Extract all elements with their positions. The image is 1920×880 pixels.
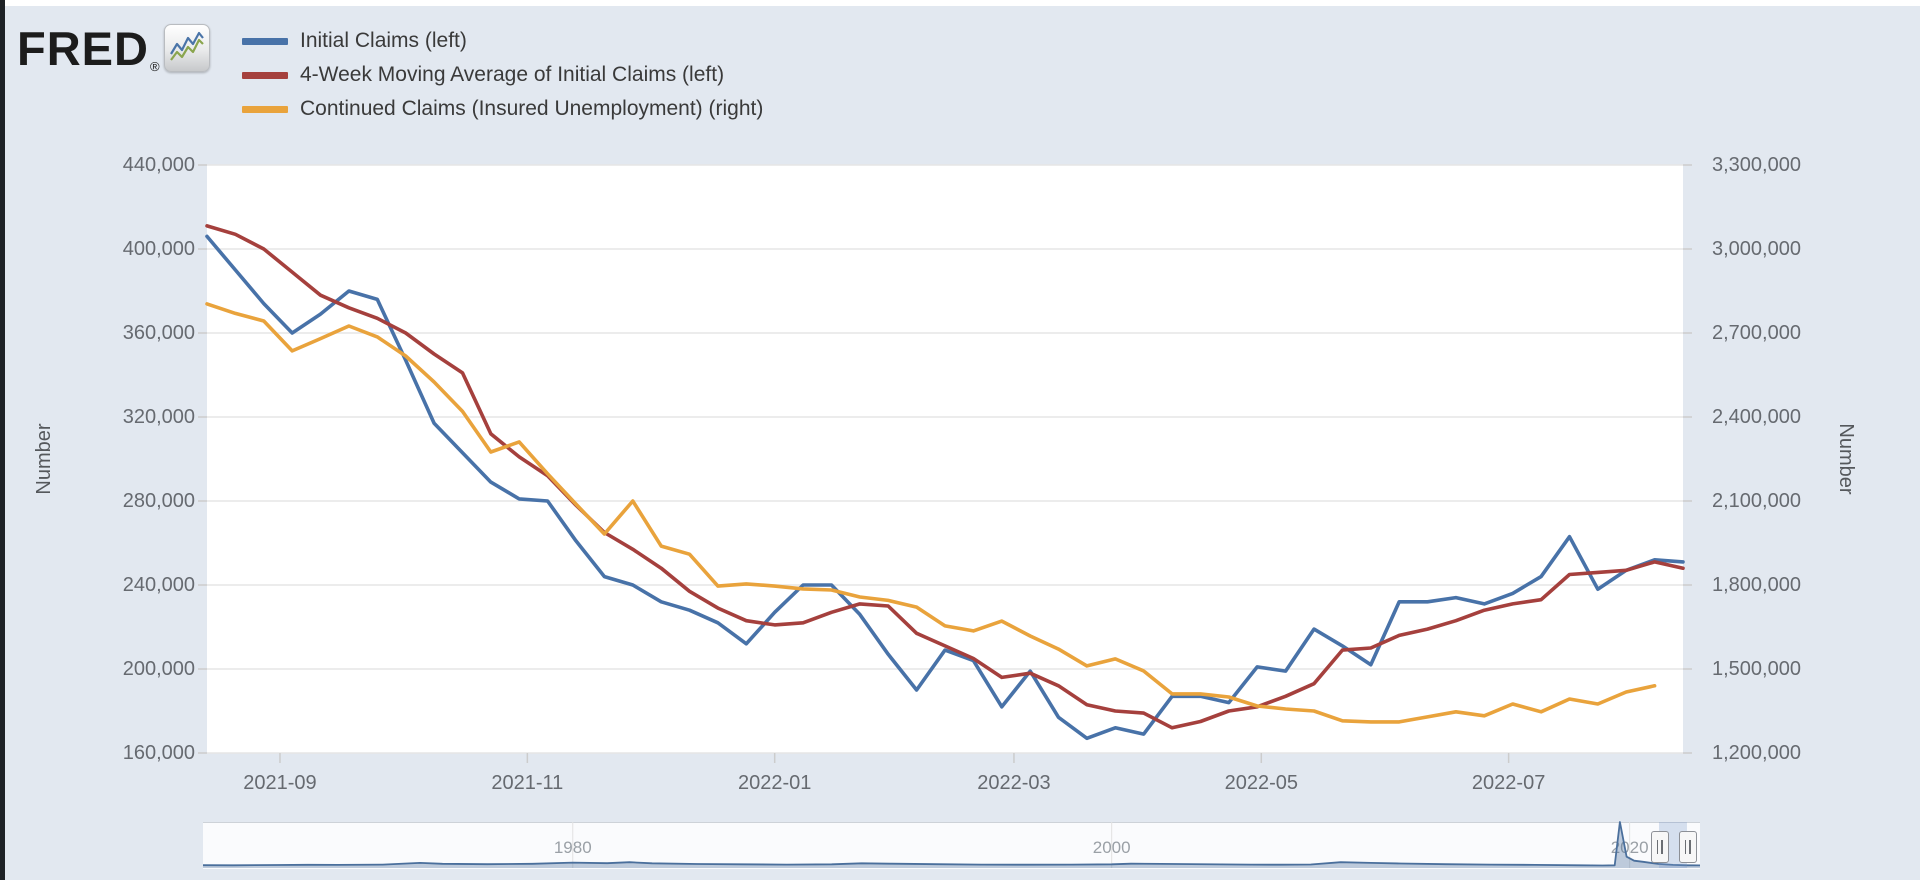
legend-item-2[interactable]: Continued Claims (Insured Unemployment) … — [242, 92, 763, 126]
x-axis-tick-label: 2022-05 — [1224, 772, 1298, 794]
y-axis-left-tick-label: 360,000 — [122, 322, 195, 344]
y-axis-right-tick-label: 3,300,000 — [1712, 154, 1801, 176]
legend-dash-icon — [242, 71, 288, 79]
navigator-year-label: 2000 — [1092, 838, 1131, 857]
right-axis-title: Number — [1835, 423, 1857, 495]
fred-logo[interactable]: FRED ® — [17, 18, 210, 78]
legend-label: 4-Week Moving Average of Initial Claims … — [300, 63, 725, 86]
y-axis-right-tick-label: 2,400,000 — [1712, 406, 1801, 428]
range-navigator[interactable] — [203, 822, 1700, 869]
window-left-edge — [0, 0, 5, 880]
y-axis-right-tick-label: 1,800,000 — [1712, 574, 1801, 596]
legend-item-1[interactable]: 4-Week Moving Average of Initial Claims … — [242, 58, 763, 92]
y-axis-left-tick-label: 160,000 — [122, 742, 195, 764]
legend-label: Initial Claims (left) — [300, 29, 467, 52]
registered-trademark: ® — [149, 59, 160, 74]
y-axis-left-tick-label: 200,000 — [122, 658, 195, 680]
handle-grip — [1656, 840, 1659, 854]
y-axis-left-tick-label: 280,000 — [122, 490, 195, 512]
handle-grip — [1684, 840, 1687, 854]
legend-dash-icon — [242, 37, 288, 45]
y-axis-right-tick-label: 1,500,000 — [1712, 658, 1801, 680]
plot-area[interactable] — [207, 165, 1683, 753]
y-axis-left-tick-label: 400,000 — [122, 238, 195, 260]
x-axis-tick-label: 2021-09 — [243, 772, 317, 794]
legend-item-0[interactable]: Initial Claims (left) — [242, 24, 763, 58]
handle-grip — [1661, 840, 1663, 854]
legend-label: Continued Claims (Insured Unemployment) … — [300, 97, 764, 120]
y-axis-right-tick-label: 3,000,000 — [1712, 238, 1801, 260]
fred-logo-text: FRED — [17, 21, 149, 75]
fred-sparkline-icon — [163, 24, 210, 72]
navigator-year-label: 1980 — [553, 838, 592, 857]
x-axis-tick-label: 2022-03 — [977, 772, 1051, 794]
chart-legend: Initial Claims (left) 4-Week Moving Avera… — [242, 24, 763, 126]
x-axis-tick-label: 2021-11 — [491, 772, 564, 794]
y-axis-left-tick-label: 320,000 — [122, 406, 195, 428]
y-axis-left-tick-label: 440,000 — [122, 154, 195, 176]
x-axis-tick-label: 2022-01 — [737, 772, 812, 794]
handle-grip — [1689, 840, 1691, 854]
x-axis-tick-label: 2022-07 — [1471, 772, 1546, 794]
y-axis-right-tick-label: 1,200,000 — [1712, 742, 1801, 764]
legend-dash-icon — [242, 105, 288, 113]
y-axis-right-tick-label: 2,100,000 — [1712, 490, 1801, 512]
left-axis-title: Number — [33, 423, 55, 495]
y-axis-right-tick-label: 2,700,000 — [1712, 322, 1801, 344]
y-axis-left-tick-label: 240,000 — [122, 574, 195, 596]
navigator-handle-right[interactable] — [1678, 831, 1697, 863]
navigator-handle-left[interactable] — [1650, 831, 1669, 863]
